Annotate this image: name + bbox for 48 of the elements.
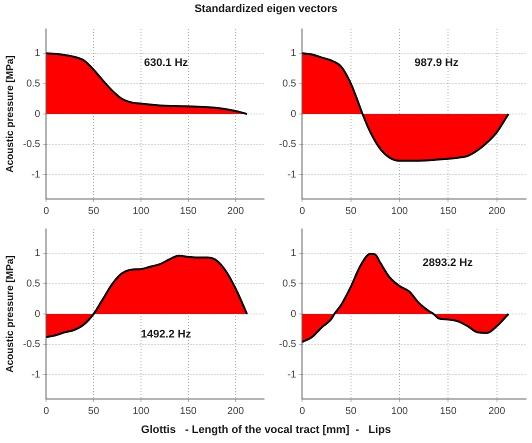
x-tick-label: 0 [299,406,306,417]
y-tick-label: -0.5 [22,339,41,350]
x-tick-label: 50 [345,206,357,217]
y-axis-title: Acoustic pressure [MPa] [4,255,16,373]
y-tick-label: 1 [290,48,297,60]
y-tick-label: -1 [287,169,297,180]
y-tick-label: -0.5 [22,139,41,150]
y-axis-title: Acoustic pressure [MPa] [4,55,16,173]
x-tick-label: 200 [227,406,244,417]
x-axis-title: Glottis - Length of the vocal tract [mm] - Lips [140,424,392,436]
y-tick-label: 0.5 [282,78,297,90]
x-tick-label: 200 [488,206,506,217]
annotation: 2893.2 Hz [422,257,474,270]
annotation: 1492.2 Hz [140,328,192,340]
y-tick-label: 1 [34,248,41,260]
y-tick-label: 0 [34,108,41,120]
x-tick-label: 100 [132,206,150,217]
y-tick-label: -0.5 [278,339,297,350]
y-tick-label: 0.5 [282,278,297,290]
y-tick-label: 0.5 [26,278,41,290]
y-tick-label: -0.5 [278,139,297,150]
y-tick-label: 0 [34,308,41,320]
annotation: 630.1 Hz [144,57,189,70]
y-tick-label: 1 [290,248,297,260]
x-tick-label: 0 [43,406,50,417]
x-tick-label: 50 [88,206,100,217]
x-tick-label: 0 [299,206,306,217]
y-tick-label: -1 [31,369,41,380]
x-tick-label: 200 [227,206,244,217]
x-tick-label: 100 [132,406,150,417]
x-tick-label: 0 [43,206,50,217]
x-tick-label: 50 [345,406,357,417]
y-tick-label: -1 [287,369,297,380]
x-tick-label: 150 [440,206,457,217]
y-tick-label: -1 [31,169,41,180]
chart-title: Standardized eigen vectors [193,3,339,15]
y-tick-label: 1 [34,48,41,60]
x-tick-label: 200 [488,406,506,417]
x-tick-label: 50 [88,406,100,417]
annotation: 987.9 Hz [414,57,460,70]
x-tick-label: 100 [391,206,408,217]
x-tick-label: 150 [440,406,457,417]
y-tick-label: 0 [290,108,297,120]
x-tick-label: 100 [391,406,408,417]
x-tick-label: 150 [180,206,198,217]
y-tick-label: 0 [290,308,297,320]
y-tick-label: 0.5 [26,78,41,90]
x-tick-label: 150 [180,406,198,417]
